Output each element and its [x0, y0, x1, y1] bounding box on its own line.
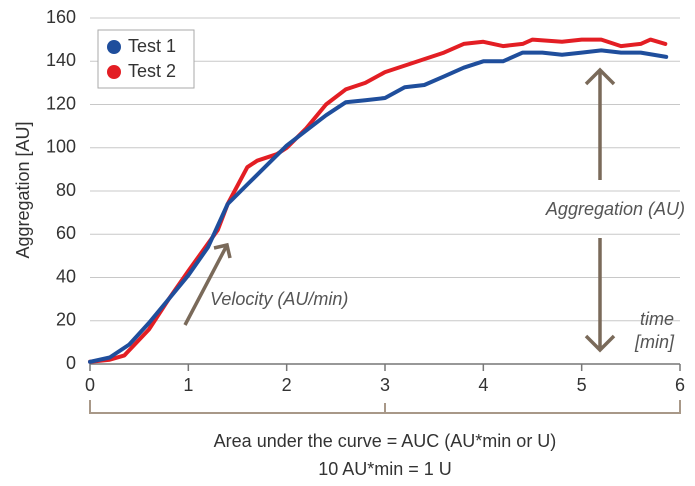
legend: Test 1 Test 2: [97, 29, 195, 89]
y-tick-label: 80: [56, 180, 76, 200]
annotation: Aggregation (AU): [545, 199, 685, 219]
x-tick-label: 1: [183, 375, 193, 395]
y-tick-label: 20: [56, 310, 76, 330]
aggregation-arrow-up: [584, 67, 616, 180]
y-tick-label: 60: [56, 223, 76, 243]
x-tick-label: 6: [675, 375, 685, 395]
x-tick-label: 2: [282, 375, 292, 395]
x-tick-label: 3: [380, 375, 390, 395]
auc-bracket: [89, 400, 681, 414]
y-tick-label: 140: [46, 50, 76, 70]
annotation: Area under the curve = AUC (AU*min or U): [214, 431, 557, 451]
y-tick-label: 160: [46, 7, 76, 27]
annotation: Velocity (AU/min): [210, 289, 348, 309]
grid: 0 20 40 60 80 100 120 140 160 0 1 2 3 4 5 6: [46, 7, 685, 395]
aggregation-arrow-down: [584, 238, 616, 353]
annotation: 10 AU*min = 1 U: [318, 459, 452, 479]
velocity-arrow: [183, 242, 232, 326]
y-tick-label: 120: [46, 93, 76, 113]
x-tick-label: 4: [478, 375, 488, 395]
legend-label: Test 2: [128, 61, 176, 81]
lines: [88, 37, 669, 364]
legend-label: Test 1: [128, 36, 176, 56]
y-axis-label: Aggregation [AU]: [13, 121, 33, 258]
x-tick-label: 5: [577, 375, 587, 395]
annotation: time: [640, 309, 674, 329]
x-tick-label: 0: [85, 375, 95, 395]
series-line: [88, 37, 668, 364]
y-tick-label: 40: [56, 266, 76, 286]
legend-marker: [107, 40, 121, 54]
series-line: [88, 48, 669, 364]
annotation: [min]: [634, 332, 675, 352]
legend-marker: [107, 65, 121, 79]
y-tick-label: 0: [66, 353, 76, 373]
y-tick-label: 100: [46, 137, 76, 157]
